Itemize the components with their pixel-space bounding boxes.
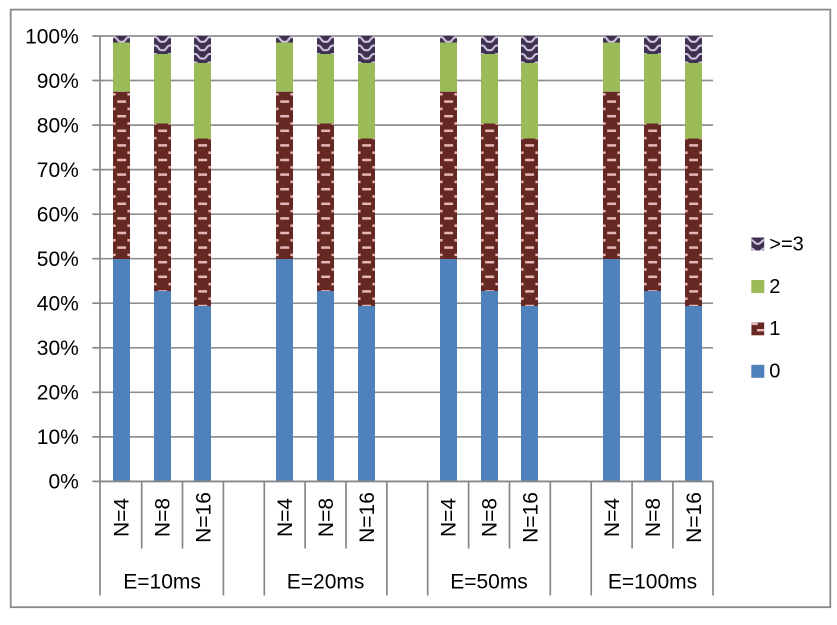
- svg-text:N=16: N=16: [683, 492, 706, 543]
- svg-text:N=4: N=4: [274, 498, 297, 537]
- svg-text:N=8: N=8: [478, 498, 501, 537]
- svg-text:50%: 50%: [37, 248, 79, 271]
- svg-text:70%: 70%: [37, 159, 79, 182]
- svg-text:N=8: N=8: [152, 498, 175, 537]
- svg-text:N=4: N=4: [111, 498, 134, 537]
- svg-text:N=4: N=4: [601, 498, 624, 537]
- svg-text:80%: 80%: [37, 114, 79, 137]
- svg-text:N=8: N=8: [642, 498, 665, 537]
- svg-text:N=8: N=8: [315, 498, 338, 537]
- svg-text:40%: 40%: [37, 293, 79, 316]
- svg-text:0: 0: [769, 361, 780, 383]
- svg-text:30%: 30%: [37, 337, 79, 360]
- svg-text:100%: 100%: [25, 25, 79, 48]
- svg-text:E=50ms: E=50ms: [450, 571, 528, 594]
- svg-text:>=3: >=3: [769, 233, 803, 255]
- svg-text:20%: 20%: [37, 382, 79, 405]
- svg-text:10%: 10%: [37, 426, 79, 449]
- svg-text:60%: 60%: [37, 204, 79, 227]
- svg-text:2: 2: [769, 276, 780, 298]
- svg-text:N=4: N=4: [438, 498, 461, 537]
- svg-text:E=20ms: E=20ms: [287, 571, 365, 594]
- svg-text:E=100ms: E=100ms: [608, 571, 697, 594]
- svg-text:1: 1: [769, 318, 780, 340]
- svg-text:N=16: N=16: [192, 492, 215, 543]
- svg-text:0%: 0%: [48, 471, 78, 494]
- svg-text:N=16: N=16: [356, 492, 379, 543]
- svg-text:90%: 90%: [37, 70, 79, 93]
- svg-text:N=16: N=16: [519, 492, 542, 543]
- svg-text:E=10ms: E=10ms: [123, 571, 201, 594]
